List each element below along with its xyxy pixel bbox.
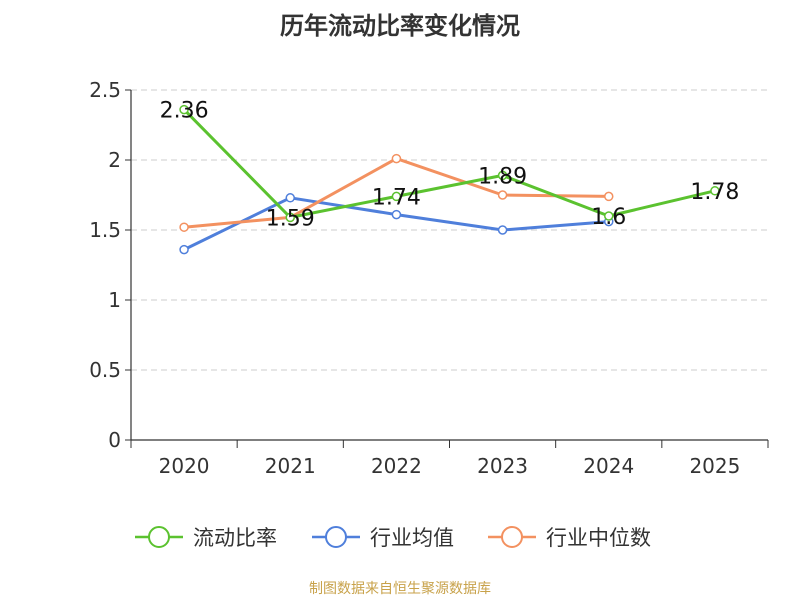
y-tick-label: 0	[108, 428, 121, 452]
data-point	[497, 170, 508, 181]
data-point	[285, 193, 295, 203]
data-label: 2.36	[160, 99, 209, 124]
data-label: 1.6	[591, 205, 626, 230]
legend-label: 行业均值	[370, 526, 454, 550]
data-label: 1.89	[478, 164, 527, 189]
data-point	[391, 191, 402, 202]
x-tick-label: 2021	[265, 454, 316, 478]
series-lines	[179, 104, 720, 255]
axes: 0 0.5 1 1.5 2 2.5 2020 2021 2022 2023 2024 2025	[89, 78, 769, 478]
data-point	[604, 211, 614, 221]
x-tick-label: 2024	[583, 454, 634, 478]
data-point	[391, 209, 402, 220]
data-label: 1.78	[690, 180, 739, 205]
data-point	[179, 104, 189, 115]
x-tick-label: 2022	[371, 454, 422, 478]
legend-label: 流动比率	[193, 526, 277, 550]
data-point	[179, 244, 189, 255]
y-tick-label: 2	[108, 148, 121, 172]
data-label: 1.74	[372, 185, 421, 210]
legend-marker	[148, 526, 170, 548]
data-point	[391, 153, 402, 164]
x-tick-label: 2025	[689, 454, 740, 478]
data-point	[604, 191, 614, 202]
legend-marker	[501, 526, 523, 548]
data-label: 1.59	[266, 206, 315, 231]
legend: 流动比率 行业均值 行业中位数	[135, 526, 651, 550]
x-tick-label: 2023	[477, 454, 528, 478]
legend-marker	[325, 526, 347, 548]
data-point	[285, 212, 295, 223]
series-line	[183, 108, 716, 219]
y-tick-label: 2.5	[89, 78, 121, 102]
gridlines	[131, 89, 768, 371]
data-point	[497, 225, 508, 235]
legend-label: 行业中位数	[546, 526, 651, 550]
x-tick-label: 2020	[159, 454, 210, 478]
data-point	[179, 222, 189, 232]
y-tick-label: 1	[108, 288, 121, 312]
chart-title: 历年流动比率变化情况	[280, 12, 520, 40]
data-point	[710, 186, 720, 196]
data-point	[497, 190, 508, 200]
y-tick-label: 1.5	[89, 218, 121, 242]
source-note: 制图数据来自恒生聚源数据库	[309, 581, 491, 597]
y-tick-label: 0.5	[89, 358, 121, 382]
data-labels: 2.36 1.59 1.74 1.89 1.6 1.78	[160, 99, 740, 232]
